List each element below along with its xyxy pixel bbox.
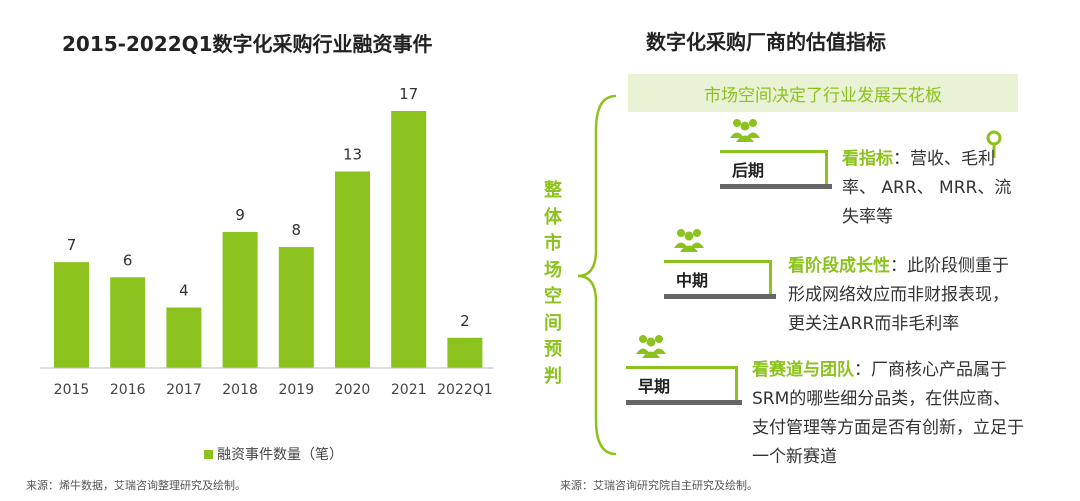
x-tick-label: 2022Q1 [437, 382, 493, 398]
people-group-icon [730, 119, 760, 142]
legend-label: 融资事件数量（笔） [217, 447, 343, 463]
vlabel-char: 判 [544, 365, 562, 387]
people-group-icon [674, 229, 704, 252]
chart-title: 2015-2022Q1数字化采购行业融资事件 [62, 32, 433, 56]
stage-late-desc: 看指标：营收、毛利率、 ARR、 MRR、流失率等 [842, 145, 1027, 232]
bar-2022Q1 [447, 337, 483, 368]
vlabel-char: 预 [544, 339, 562, 360]
data-label: 17 [399, 85, 418, 103]
x-tick-label: 2021 [391, 382, 427, 398]
x-tick-label: 2019 [278, 382, 314, 398]
bar-2019 [278, 247, 314, 368]
vlabel-char: 间 [544, 312, 562, 334]
stage-late: 后期 [720, 150, 828, 184]
stage-shadow [664, 294, 776, 299]
source-note-left: 来源：烯牛数据，艾瑞咨询整理研究及绘制。 [26, 479, 246, 492]
vlabel-char: 空 [544, 286, 562, 307]
data-label: 4 [179, 282, 189, 300]
valuation-title: 数字化采购厂商的估值指标 [646, 30, 886, 54]
source-note-right: 来源：艾瑞咨询研究院自主研究及绘制。 [560, 479, 758, 492]
x-tick-label: 2016 [110, 382, 146, 398]
x-tick-label: 2015 [54, 382, 90, 398]
bar-chart: 7 2015 6 2016 4 2017 9 2018 8 2019 13 2020 17 2021 2 20… [40, 85, 494, 398]
vlabel-char: 场 [544, 259, 562, 281]
stage-shadow [626, 400, 742, 405]
stage-name: 后期 [732, 160, 765, 180]
bar-2017 [166, 307, 202, 368]
stage-early-desc: 看赛道与团队：厂商核心产品属于SRM的哪些细分品类，在供应商、支付管理等方面是否… [752, 356, 1024, 472]
data-label: 6 [123, 251, 133, 269]
bar-2018 [222, 231, 258, 368]
bar-2015 [54, 262, 89, 368]
brace-path [577, 94, 617, 456]
people-group-icon [636, 335, 666, 358]
x-tick-label: 2017 [166, 382, 202, 398]
legend-swatch [204, 449, 213, 459]
stage-text: ：此阶段侧重于形成网络效应而非财报表现，更关注ARR而非毛利率 [788, 256, 1009, 334]
connector-dot-icon [986, 130, 1002, 158]
stage-shadow [720, 184, 832, 189]
stage-mid-desc: 看阶段成长性：此阶段侧重于形成网络效应而非财报表现，更关注ARR而非毛利率 [788, 252, 1023, 339]
stage-name: 早期 [638, 376, 671, 396]
chart-legend: 融资事件数量（笔） [204, 444, 343, 464]
data-label: 8 [292, 221, 302, 239]
left-brace [577, 94, 617, 456]
stage-highlight: 看指标 [842, 149, 893, 169]
bar-2020 [335, 171, 370, 368]
data-label: 9 [235, 206, 245, 224]
stage-highlight: 看赛道与团队 [752, 360, 854, 380]
x-tick-label: 2018 [222, 382, 258, 398]
vlabel-char: 体 [544, 206, 562, 228]
data-label: 2 [460, 312, 470, 330]
stage-mid: 中期 [664, 260, 772, 294]
vlabel-char: 市 [544, 233, 562, 254]
market-banner: 市场空间决定了行业发展天花板 [628, 74, 1018, 112]
stage-early: 早期 [626, 366, 738, 400]
stage-name: 中期 [676, 270, 709, 290]
data-label: 13 [343, 145, 362, 163]
stage-text: ：厂商核心产品属于SRM的哪些细分品类，在供应商、支付管理等方面是否有创新，立足… [752, 360, 1024, 467]
stage-text: ：营收、毛利率、 ARR、 MRR、流失率等 [842, 149, 1012, 227]
bar-2016 [110, 277, 146, 368]
data-label: 7 [67, 236, 77, 254]
vlabel-char: 整 [544, 180, 562, 201]
bar-2021 [391, 111, 427, 368]
stage-highlight: 看阶段成长性 [788, 256, 890, 276]
x-tick-label: 2020 [335, 382, 371, 398]
vertical-label: 整 体 市 场 空 间 预 判 [542, 178, 564, 390]
